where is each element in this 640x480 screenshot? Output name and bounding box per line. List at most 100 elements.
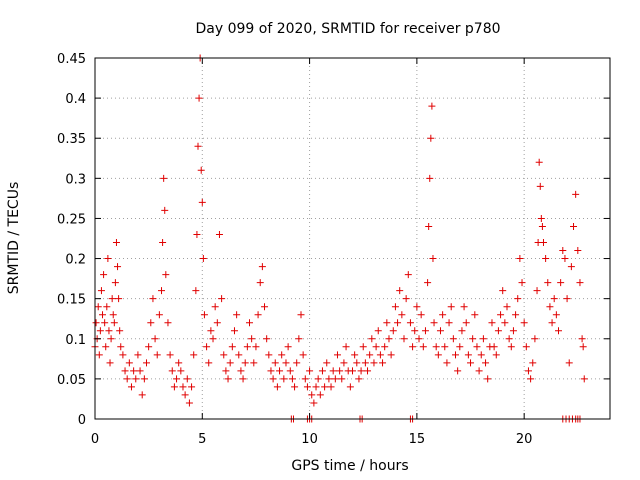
data-point bbox=[218, 295, 226, 303]
data-point bbox=[215, 230, 223, 238]
data-point bbox=[537, 214, 545, 222]
data-point bbox=[220, 351, 228, 359]
data-point bbox=[140, 375, 148, 383]
data-point bbox=[168, 367, 176, 375]
data-point bbox=[364, 367, 372, 375]
data-point bbox=[456, 343, 464, 351]
data-point bbox=[114, 263, 122, 271]
data-point bbox=[190, 351, 198, 359]
data-point bbox=[115, 295, 123, 303]
y-tick-label: 0.25 bbox=[57, 212, 86, 227]
data-point bbox=[92, 319, 100, 327]
data-point bbox=[458, 327, 466, 335]
data-point bbox=[507, 343, 515, 351]
axis-ticks: 0 0.05 0.1 0.15 0.2 0.25 0.3 0.35 0.4 0.45 0 5 10 15 2… bbox=[57, 52, 610, 447]
data-point bbox=[475, 367, 483, 375]
data-point bbox=[565, 359, 573, 367]
data-point bbox=[539, 239, 547, 247]
data-point bbox=[454, 367, 462, 375]
data-point bbox=[107, 335, 115, 343]
data-point bbox=[278, 351, 286, 359]
data-point bbox=[310, 399, 318, 407]
data-point bbox=[209, 335, 217, 343]
data-point bbox=[295, 335, 303, 343]
data-point bbox=[293, 359, 301, 367]
data-point bbox=[155, 311, 163, 319]
data-point bbox=[557, 279, 565, 287]
data-point bbox=[102, 343, 110, 351]
y-tick-label: 0 bbox=[78, 413, 86, 428]
data-point bbox=[372, 343, 380, 351]
data-point bbox=[316, 391, 324, 399]
data-point bbox=[241, 359, 249, 367]
data-point bbox=[413, 303, 421, 311]
data-point bbox=[494, 327, 502, 335]
y-tick-label: 0.05 bbox=[57, 373, 86, 388]
data-point bbox=[95, 351, 103, 359]
data-point bbox=[387, 351, 395, 359]
data-point bbox=[207, 327, 215, 335]
data-point bbox=[252, 343, 260, 351]
data-point bbox=[261, 303, 269, 311]
data-point bbox=[503, 303, 511, 311]
data-point bbox=[499, 287, 507, 295]
data-point bbox=[197, 166, 205, 174]
data-point bbox=[329, 367, 337, 375]
data-point bbox=[383, 319, 391, 327]
data-point bbox=[385, 335, 393, 343]
data-point bbox=[112, 239, 120, 247]
data-point bbox=[509, 327, 517, 335]
data-point bbox=[104, 255, 112, 263]
data-point bbox=[100, 271, 108, 279]
data-point bbox=[303, 383, 311, 391]
y-tick-label: 0.1 bbox=[65, 333, 86, 348]
data-point bbox=[531, 335, 539, 343]
data-point bbox=[370, 359, 378, 367]
data-point bbox=[428, 102, 436, 110]
data-point bbox=[99, 311, 107, 319]
data-point bbox=[153, 351, 161, 359]
data-point bbox=[484, 375, 492, 383]
data-point bbox=[323, 359, 331, 367]
data-point bbox=[379, 359, 387, 367]
data-point bbox=[321, 383, 329, 391]
data-point bbox=[400, 335, 408, 343]
grid-layer bbox=[95, 58, 610, 419]
data-point bbox=[464, 351, 472, 359]
data-point bbox=[149, 295, 157, 303]
data-point bbox=[578, 335, 586, 343]
data-point bbox=[426, 174, 434, 182]
data-point bbox=[427, 134, 435, 142]
data-point bbox=[452, 351, 459, 359]
data-point bbox=[175, 359, 183, 367]
data-point bbox=[376, 351, 384, 359]
data-point bbox=[256, 279, 264, 287]
data-point bbox=[271, 359, 279, 367]
data-point bbox=[116, 327, 124, 335]
data-point bbox=[415, 335, 423, 343]
data-point bbox=[419, 343, 427, 351]
x-tick-label: 20 bbox=[516, 432, 533, 447]
data-point bbox=[331, 375, 339, 383]
y-tick-label: 0.35 bbox=[57, 132, 86, 147]
data-point bbox=[269, 375, 277, 383]
data-point bbox=[479, 335, 487, 343]
data-point bbox=[147, 319, 155, 327]
data-point bbox=[439, 311, 447, 319]
data-point bbox=[421, 327, 429, 335]
data-point bbox=[574, 247, 582, 255]
x-tick-label: 5 bbox=[198, 432, 206, 447]
data-point bbox=[177, 367, 185, 375]
data-point bbox=[394, 319, 402, 327]
data-point bbox=[263, 335, 271, 343]
data-point bbox=[406, 319, 414, 327]
data-point bbox=[570, 222, 578, 230]
data-point bbox=[138, 391, 146, 399]
data-point bbox=[520, 319, 528, 327]
data-point bbox=[443, 359, 451, 367]
data-point bbox=[258, 263, 266, 271]
data-point bbox=[228, 343, 236, 351]
data-point bbox=[299, 351, 307, 359]
data-point bbox=[94, 303, 102, 311]
